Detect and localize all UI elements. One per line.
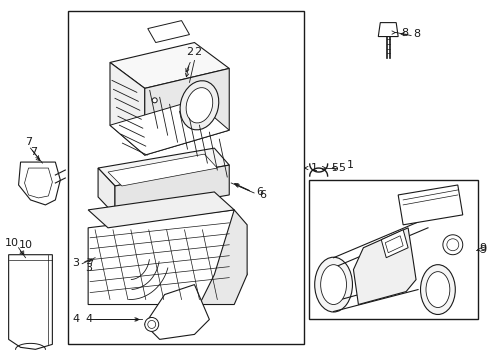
Text: 6: 6 (259, 190, 265, 200)
Polygon shape (381, 230, 407, 258)
Text: 9: 9 (479, 243, 486, 253)
Polygon shape (144, 285, 209, 339)
Polygon shape (110, 100, 229, 155)
Polygon shape (385, 236, 402, 253)
Text: 6: 6 (256, 187, 263, 197)
Polygon shape (397, 185, 462, 225)
Text: 8: 8 (412, 28, 419, 39)
Text: 2: 2 (185, 48, 193, 58)
Text: 1: 1 (310, 163, 317, 173)
Text: 7: 7 (30, 147, 38, 157)
Polygon shape (353, 228, 415, 305)
Ellipse shape (180, 81, 218, 130)
Text: 3: 3 (85, 263, 92, 273)
Ellipse shape (314, 257, 352, 312)
Ellipse shape (320, 265, 346, 305)
Text: 4: 4 (72, 314, 79, 324)
Text: 2: 2 (194, 48, 201, 58)
Ellipse shape (186, 87, 212, 123)
Polygon shape (9, 255, 52, 349)
Text: 1: 1 (346, 160, 353, 170)
Text: 10: 10 (5, 238, 19, 248)
Polygon shape (147, 21, 189, 42)
Circle shape (446, 239, 458, 251)
Circle shape (442, 235, 462, 255)
Ellipse shape (420, 265, 454, 315)
Ellipse shape (425, 272, 449, 307)
Polygon shape (110, 62, 144, 155)
Text: 7: 7 (25, 137, 33, 147)
Polygon shape (98, 148, 229, 186)
Text: 3: 3 (72, 258, 79, 268)
Polygon shape (98, 168, 115, 215)
Circle shape (144, 318, 159, 332)
Polygon shape (24, 168, 52, 198)
Polygon shape (110, 42, 229, 88)
Text: 8: 8 (400, 28, 407, 37)
Polygon shape (378, 23, 397, 37)
Bar (308, 180, 477, 319)
Polygon shape (88, 192, 234, 228)
Polygon shape (115, 165, 229, 215)
Polygon shape (108, 154, 217, 186)
Polygon shape (144, 68, 229, 155)
Circle shape (152, 98, 157, 103)
Text: 5: 5 (338, 163, 345, 173)
Bar (68, 11, 303, 345)
Circle shape (147, 320, 155, 328)
Polygon shape (19, 162, 60, 205)
Text: 4: 4 (85, 314, 92, 324)
Text: 9: 9 (479, 245, 486, 255)
Text: 10: 10 (19, 240, 33, 250)
Text: 5: 5 (331, 163, 338, 173)
Polygon shape (88, 210, 246, 305)
Polygon shape (199, 210, 246, 305)
